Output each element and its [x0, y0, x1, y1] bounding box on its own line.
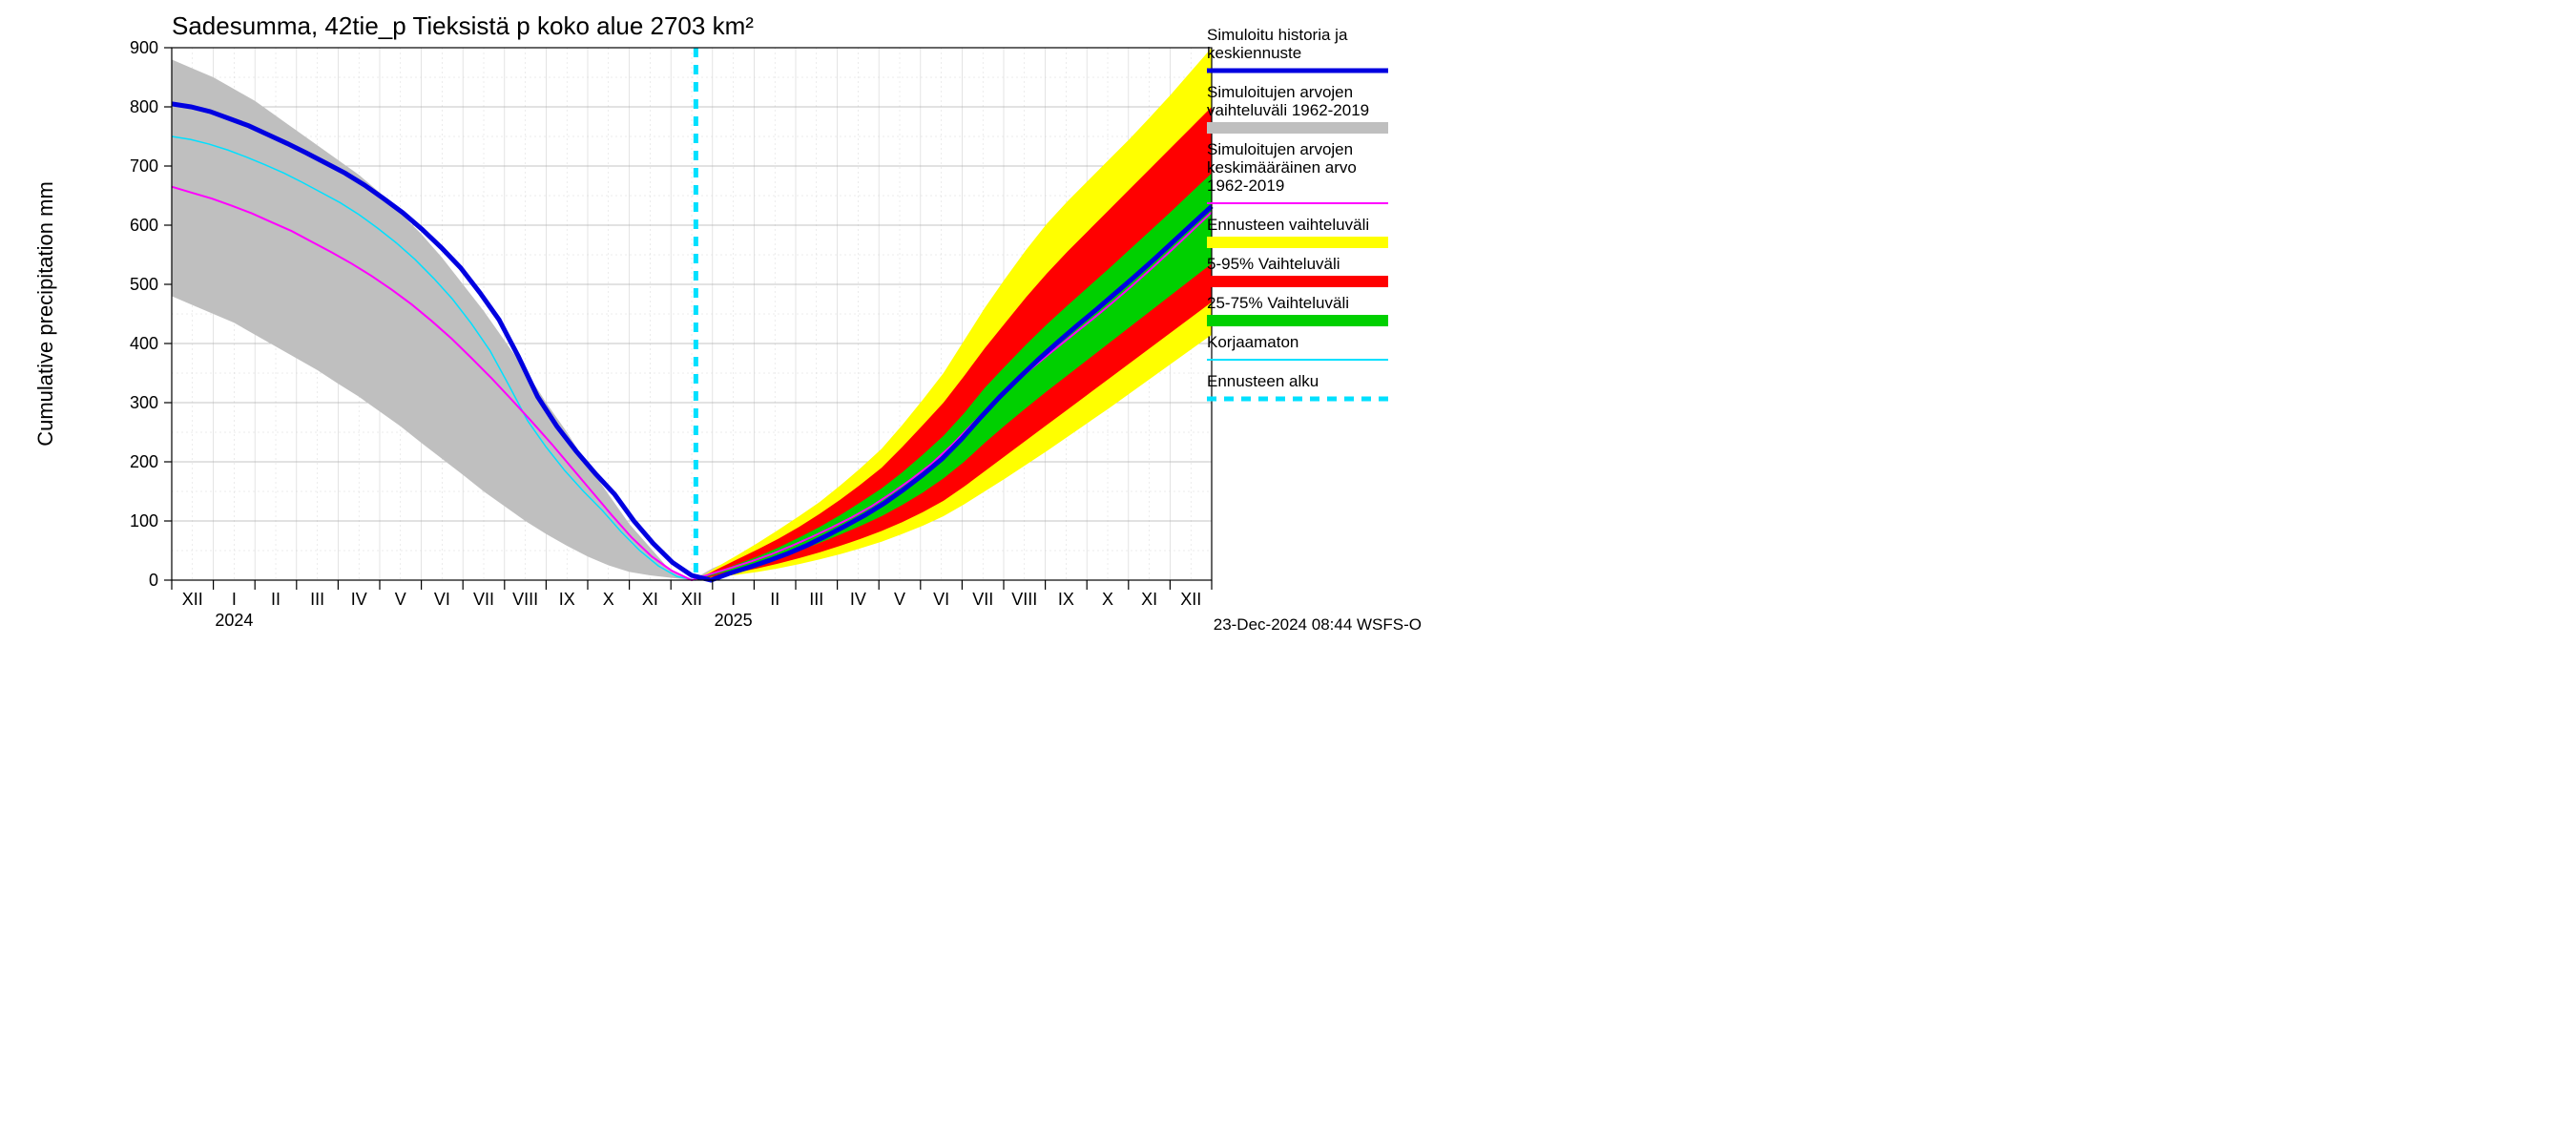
y-tick-label: 300 [130, 393, 158, 412]
legend-label: Ennusteen alku [1207, 372, 1319, 390]
x-tick-label: VI [933, 590, 949, 609]
footer-timestamp: 23-Dec-2024 08:44 WSFS-O [1214, 615, 1422, 634]
legend-swatch [1207, 315, 1388, 326]
legend-label: Ennusteen vaihteluväli [1207, 216, 1369, 234]
chart-container: 0100200300400500600700800900XIIIIIIIIIVV… [0, 0, 1431, 635]
legend-label: Simuloitu historia ja [1207, 26, 1348, 44]
x-tick-label: XII [1180, 590, 1201, 609]
y-tick-label: 600 [130, 216, 158, 235]
x-tick-label: I [731, 590, 736, 609]
y-axis-label: Cumulative precipitation mm [33, 181, 57, 447]
x-tick-label: VII [972, 590, 993, 609]
y-tick-label: 100 [130, 511, 158, 531]
x-tick-label: IV [351, 590, 367, 609]
x-tick-label: X [1102, 590, 1113, 609]
x-tick-label: X [603, 590, 614, 609]
y-tick-label: 0 [149, 571, 158, 590]
y-tick-label: 900 [130, 38, 158, 57]
chart-svg: 0100200300400500600700800900XIIIIIIIIIVV… [0, 0, 1431, 635]
y-tick-label: 200 [130, 452, 158, 471]
x-year-label: 2025 [715, 611, 753, 630]
legend-swatch [1207, 276, 1388, 287]
x-tick-label: V [894, 590, 905, 609]
x-tick-label: II [271, 590, 280, 609]
legend-label: keskiennuste [1207, 44, 1301, 62]
legend-label: 5-95% Vaihteluväli [1207, 255, 1340, 273]
x-tick-label: III [809, 590, 823, 609]
x-tick-label: VII [473, 590, 494, 609]
legend-label: keskimääräinen arvo [1207, 158, 1357, 177]
legend-label: Simuloitujen arvojen [1207, 83, 1353, 101]
legend-swatch [1207, 122, 1388, 134]
legend-label: vaihteluväli 1962-2019 [1207, 101, 1369, 119]
x-tick-label: XII [681, 590, 702, 609]
x-tick-label: III [310, 590, 324, 609]
x-tick-label: VIII [512, 590, 538, 609]
y-tick-label: 800 [130, 97, 158, 116]
x-tick-label: XI [1141, 590, 1157, 609]
y-tick-label: 700 [130, 156, 158, 176]
x-tick-label: XI [642, 590, 658, 609]
x-tick-label: II [770, 590, 779, 609]
chart-title: Sadesumma, 42tie_p Tieksistä p koko alue… [172, 11, 754, 40]
legend-label: 1962-2019 [1207, 177, 1284, 195]
legend-swatch [1207, 237, 1388, 248]
x-tick-label: VIII [1011, 590, 1037, 609]
x-tick-label: I [232, 590, 237, 609]
y-tick-label: 400 [130, 334, 158, 353]
legend-label: Korjaamaton [1207, 333, 1298, 351]
x-tick-label: V [395, 590, 406, 609]
x-tick-label: VI [434, 590, 450, 609]
x-tick-label: XII [182, 590, 203, 609]
legend-label: Simuloitujen arvojen [1207, 140, 1353, 158]
y-tick-label: 500 [130, 275, 158, 294]
legend-label: 25-75% Vaihteluväli [1207, 294, 1349, 312]
x-tick-label: IX [1058, 590, 1074, 609]
x-year-label: 2024 [215, 611, 253, 630]
x-tick-label: IV [850, 590, 866, 609]
x-tick-label: IX [559, 590, 575, 609]
